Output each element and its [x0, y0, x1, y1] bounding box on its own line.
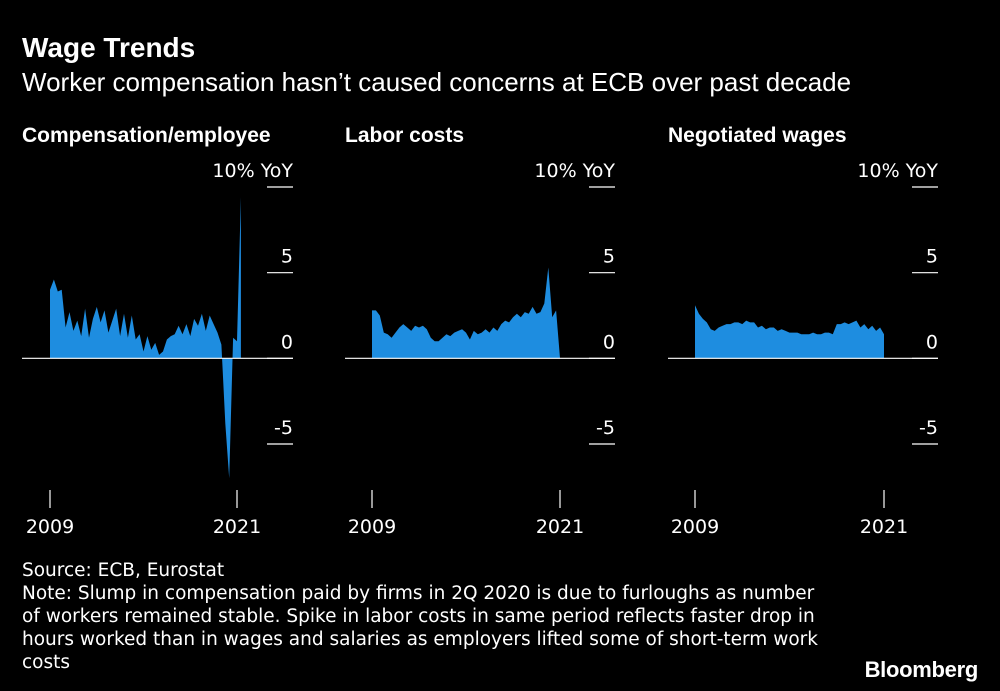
- footnote: Note: Slump in compensation paid by firm…: [22, 583, 818, 673]
- bloomberg-logo: Bloomberg: [864, 657, 979, 682]
- panel-title-compensation: Compensation/employee: [22, 124, 271, 147]
- y-tick-label: -5: [596, 417, 615, 439]
- y-tick-label: 0: [926, 331, 938, 353]
- y-tick-label: 10% YoY: [534, 160, 615, 182]
- series-area-0: [50, 197, 241, 479]
- x-tick-label: 2021: [860, 516, 908, 538]
- y-tick-label: 5: [603, 246, 615, 268]
- source-note: Source: ECB, Eurostat: [22, 560, 225, 581]
- y-tick-label: 5: [926, 246, 938, 268]
- x-tick-label: 2009: [26, 516, 74, 538]
- y-tick-label: -5: [274, 417, 293, 439]
- y-tick-label: 0: [281, 331, 293, 353]
- y-tick-label: 5: [281, 246, 293, 268]
- y-tick-label: -5: [919, 417, 938, 439]
- x-tick-label: 2021: [536, 516, 584, 538]
- series-area-2: [695, 305, 884, 359]
- y-tick-label: 10% YoY: [212, 160, 293, 182]
- series-area-1: [372, 267, 564, 359]
- x-tick-label: 2009: [348, 516, 396, 538]
- y-tick-label: 10% YoY: [857, 160, 938, 182]
- chart-title: Wage Trends: [22, 32, 196, 63]
- y-tick-label: 0: [603, 331, 615, 353]
- x-tick-label: 2021: [213, 516, 261, 538]
- x-tick-label: 2009: [671, 516, 719, 538]
- panel-title-labor-costs: Labor costs: [345, 124, 465, 147]
- chart-subtitle: Worker compensation hasn’t caused concer…: [22, 67, 852, 97]
- panel-title-negotiated-wages: Negotiated wages: [668, 124, 847, 147]
